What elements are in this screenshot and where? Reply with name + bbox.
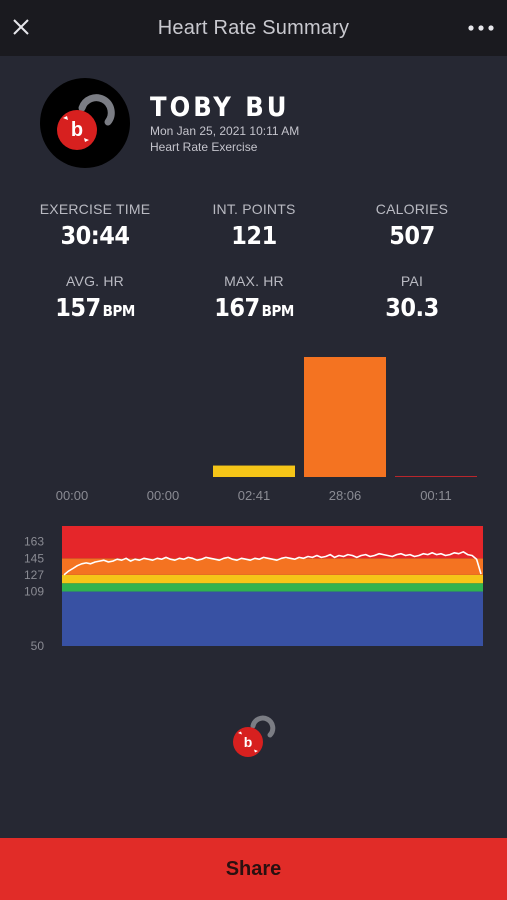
brand-logo: b [226, 708, 282, 764]
zone-bar-label: 00:11 [420, 488, 452, 503]
stat-label: EXERCISE TIME [39, 201, 151, 217]
stat-calories: CALORIES 507 [327, 201, 497, 250]
stat-label: INT. POINTS [212, 201, 296, 217]
zone-bar [304, 357, 386, 477]
hr-zone-band [62, 558, 483, 575]
hr-tick-label: 127 [24, 568, 44, 582]
stat-exercise-time: EXERCISE TIME 30:44 [10, 201, 180, 250]
stat-max-hr: MAX. HR 167 BPM [169, 273, 339, 322]
hr-zone-band [62, 583, 483, 592]
stat-label: CALORIES [375, 201, 449, 217]
zone-bar-label: 02:41 [238, 488, 271, 503]
workout-type: Heart Rate Exercise [150, 140, 258, 154]
hr-tick-label: 145 [24, 551, 44, 565]
hr-zone-band [62, 526, 483, 559]
zone-bar-label: 00:00 [56, 488, 89, 503]
stat-value: 30:44 [60, 221, 130, 250]
more-icon [468, 25, 494, 31]
stat-value: 157 BPM [10, 293, 180, 322]
svg-text:b: b [244, 734, 253, 750]
stat-value: 121 [231, 221, 277, 250]
share-button[interactable]: Share [0, 838, 507, 900]
profile-name: TOBY BU [150, 92, 290, 123]
stat-number: 167 [214, 293, 260, 322]
stat-pai: PAI 30.3 [327, 273, 497, 322]
stat-int-points: INT. POINTS 121 [169, 201, 339, 250]
stat-value: 167 BPM [169, 293, 339, 322]
stat-value: 507 [389, 221, 435, 250]
stat-label: AVG. HR [66, 273, 124, 289]
stat-label: PAI [400, 273, 424, 289]
stat-unit: BPM [261, 302, 295, 320]
kettlebell-avatar-icon: b [40, 78, 130, 168]
zone-bar [395, 476, 477, 477]
stat-label: MAX. HR [224, 273, 284, 289]
top-bar: Heart Rate Summary [0, 0, 507, 56]
zone-bar-label: 28:06 [329, 488, 362, 503]
zone-time-chart: 00:00 00:00 02:41 28:06 00:11 [56, 357, 477, 503]
stat-avg-hr: AVG. HR 157 BPM [10, 273, 180, 322]
share-label: Share [225, 857, 282, 880]
hr-tick-label: 163 [24, 535, 44, 549]
kettlebell-logo-icon: b [233, 715, 276, 757]
close-icon [13, 19, 29, 35]
hr-zone-band [62, 574, 483, 584]
more-options-button[interactable] [463, 12, 499, 44]
workout-date: Mon Jan 25, 2021 10:11 AM [150, 124, 300, 138]
stat-value: 30.3 [385, 293, 439, 322]
close-button[interactable] [6, 12, 38, 44]
hr-tick-label: 109 [24, 585, 44, 599]
hr-tick-label: 50 [31, 639, 45, 653]
stat-number: 157 [55, 293, 101, 322]
avatar: b [40, 78, 130, 168]
hr-zone-band [62, 591, 483, 646]
hr-line [63, 550, 482, 576]
page-title: Heart Rate Summary [157, 16, 350, 39]
svg-text:b: b [71, 119, 83, 141]
stat-unit: BPM [102, 302, 136, 320]
zone-bar [213, 465, 295, 477]
zone-bar-label: 00:00 [147, 488, 180, 503]
heart-rate-graph: 163 145 127 109 50 [24, 526, 483, 653]
